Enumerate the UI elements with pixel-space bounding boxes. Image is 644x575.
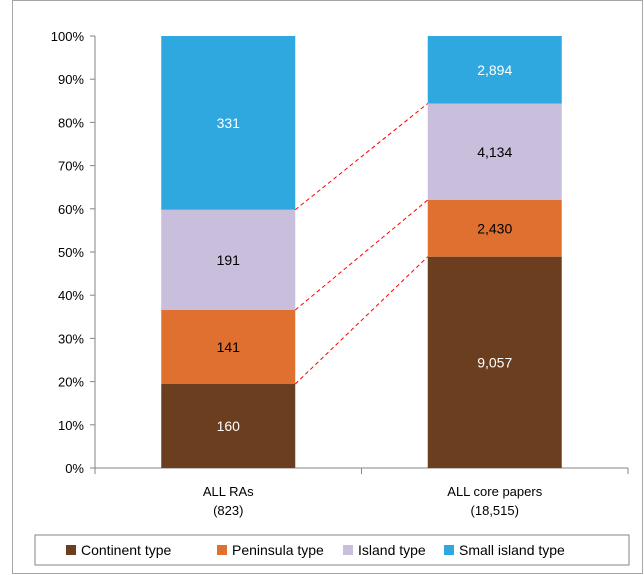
- x-category-count: (18,515): [471, 503, 519, 518]
- bar-segment: [427, 36, 562, 104]
- legend-swatch: [444, 545, 454, 555]
- bar-segment: [427, 256, 562, 468]
- bar-segment: [161, 384, 296, 468]
- data-label: 4,134: [477, 144, 512, 160]
- legend-label: Continent type: [81, 542, 171, 558]
- series-connector-line: [294, 103, 429, 211]
- data-label: 160: [217, 418, 241, 434]
- legend-swatch: [66, 545, 76, 555]
- series-connector-line: [294, 256, 429, 385]
- bar-segment: [161, 209, 296, 311]
- bar-segment: [161, 310, 296, 385]
- y-tick-label: 100%: [51, 29, 85, 44]
- y-tick-label: 0%: [65, 461, 84, 476]
- legend-swatch: [217, 545, 227, 555]
- data-label: 2,430: [477, 220, 512, 236]
- legend-swatch: [343, 545, 353, 555]
- data-label: 331: [217, 115, 241, 131]
- legend-label: Island type: [358, 542, 426, 558]
- bar-segment: [161, 36, 296, 210]
- data-label: 2,894: [477, 62, 512, 78]
- legend-label: Peninsula type: [232, 542, 324, 558]
- x-category-label: ALL RAs: [203, 484, 254, 499]
- x-category-label: ALL core papers: [447, 484, 542, 499]
- x-category-count: (823): [213, 503, 243, 518]
- y-tick-label: 50%: [58, 245, 84, 260]
- y-tick-label: 30%: [58, 331, 84, 346]
- data-label: 191: [217, 252, 241, 268]
- y-tick-label: 10%: [58, 418, 84, 433]
- bar-segment: [427, 199, 562, 257]
- legend-box: [34, 534, 630, 566]
- bar-segment: [427, 103, 562, 200]
- y-tick-label: 80%: [58, 115, 84, 130]
- y-tick-label: 90%: [58, 72, 84, 87]
- y-tick-label: 70%: [58, 159, 84, 174]
- data-label: 141: [217, 339, 241, 355]
- data-label: 9,057: [477, 354, 512, 370]
- y-tick-label: 60%: [58, 202, 84, 217]
- y-tick-label: 20%: [58, 375, 84, 390]
- legend-label: Small island type: [459, 542, 565, 558]
- y-tick-label: 40%: [58, 288, 84, 303]
- series-connector-line: [294, 199, 429, 311]
